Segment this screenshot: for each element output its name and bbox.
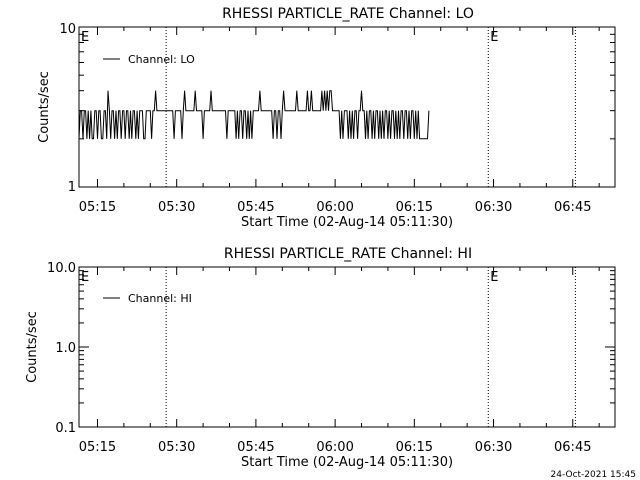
x-tick-label: 05:45 xyxy=(237,440,274,455)
chart-title: RHESSI PARTICLE_RATE Channel: LO xyxy=(222,6,474,22)
y-tick-label: 1 xyxy=(68,180,76,195)
x-tick-label: 06:30 xyxy=(475,200,512,215)
legend: Channel: LO xyxy=(103,53,195,66)
tick-group: 05:15 05:30 05:45 06:00 06:15 06:30 06:45 xyxy=(79,266,615,455)
y-tick-label: 10.0 xyxy=(47,261,76,276)
x-tick-label: 05:30 xyxy=(158,440,195,455)
y-tick-label: 10 xyxy=(59,22,76,37)
x-tick-label: 06:15 xyxy=(396,440,433,455)
chart-title: RHESSI PARTICLE_RATE Channel: HI xyxy=(224,246,472,262)
series-line-lo xyxy=(78,90,430,140)
x-tick-label: 06:30 xyxy=(475,440,512,455)
tick-group: 05:15 05:30 05:45 06:00 06:15 06:30 06:45 xyxy=(79,26,615,215)
y-tick-label: 1.0 xyxy=(55,341,76,356)
event-marker-label: E xyxy=(490,30,498,45)
x-tick-label: 05:30 xyxy=(158,200,195,215)
x-tick-label: 06:00 xyxy=(316,200,353,215)
x-axis-label: Start Time (02-Aug-14 05:11:30) xyxy=(241,215,453,230)
x-tick-label: 05:45 xyxy=(237,200,274,215)
panel-hi: RHESSI PARTICLE_RATE Channel: HI 05:15 05… xyxy=(25,246,616,470)
panel-lo: RHESSI PARTICLE_RATE Channel: LO 05:15 05… xyxy=(37,6,616,230)
x-tick-label: 05:15 xyxy=(79,440,116,455)
y-axis-label: Counts/sec xyxy=(37,71,52,143)
x-axis-label: Start Time (02-Aug-14 05:11:30) xyxy=(241,455,453,470)
legend: Channel: HI xyxy=(103,292,192,305)
event-marker-label: E xyxy=(490,270,498,285)
x-tick-label: 06:00 xyxy=(316,440,353,455)
plot-frame xyxy=(78,266,616,428)
generated-timestamp: 24-Oct-2021 15:45 xyxy=(551,470,636,480)
event-marker-label: E xyxy=(81,30,89,45)
y-tick-label: 0.1 xyxy=(55,421,76,436)
y-axis-label: Counts/sec xyxy=(25,311,40,383)
x-tick-label: 06:45 xyxy=(554,440,591,455)
legend-label: Channel: HI xyxy=(128,292,192,305)
event-marker-label: E xyxy=(81,270,89,285)
x-tick-label: 05:15 xyxy=(79,200,116,215)
plot-frame xyxy=(78,26,616,188)
x-tick-label: 06:45 xyxy=(554,200,591,215)
legend-label: Channel: LO xyxy=(128,53,195,66)
x-tick-label: 06:15 xyxy=(396,200,433,215)
